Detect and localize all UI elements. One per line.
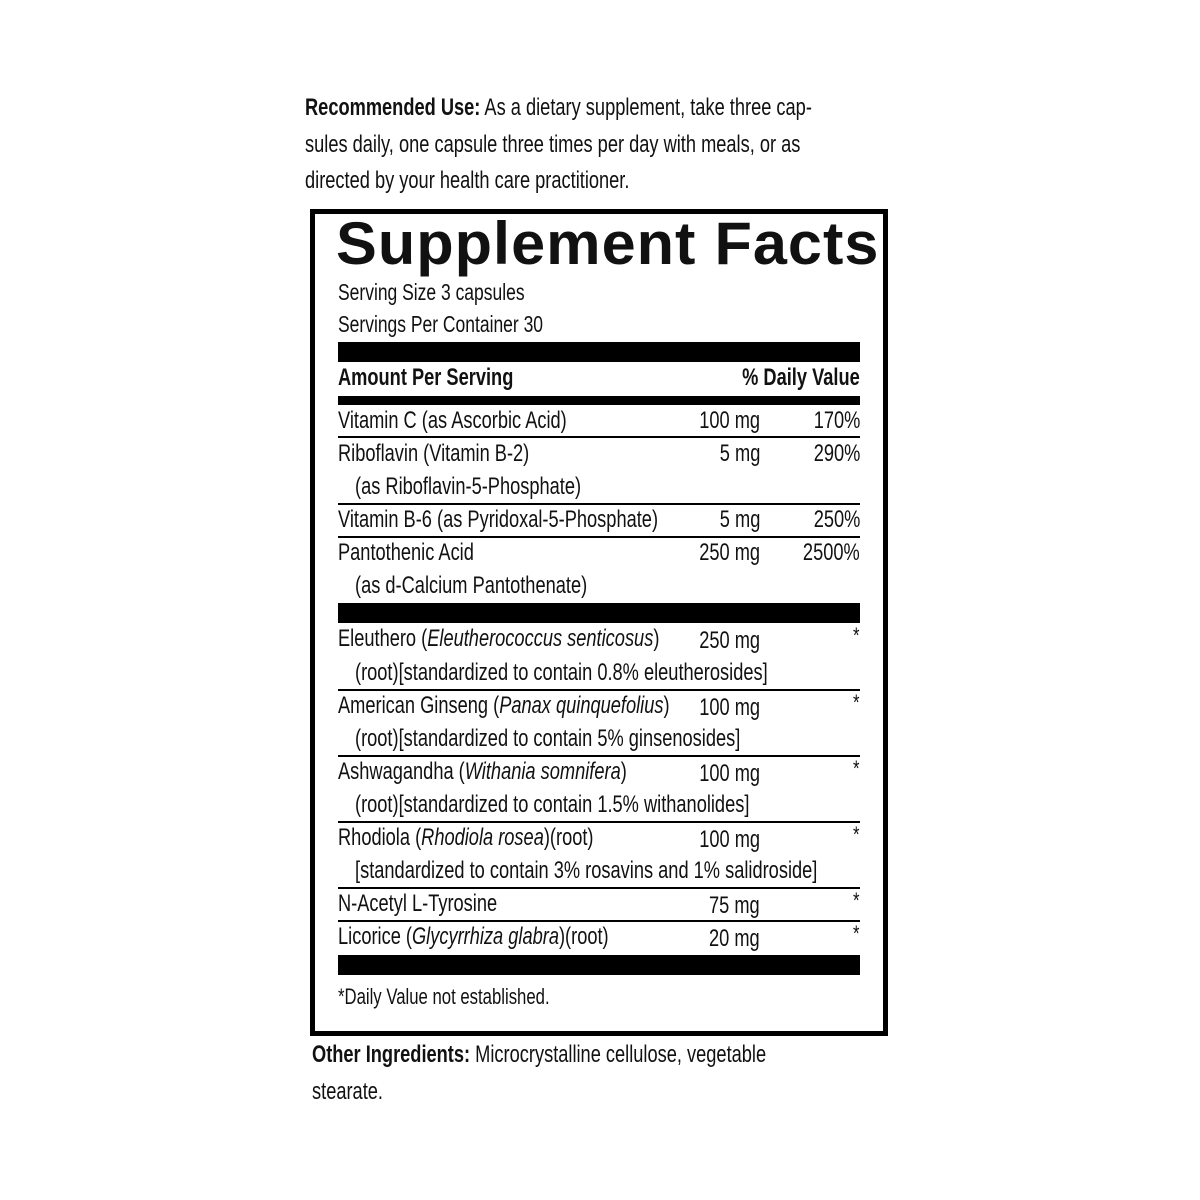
nutrient-amount: 5 mg [719, 506, 760, 533]
nutrient-amount: 250 mg [699, 539, 760, 566]
ingredient-amount: 20 mg [709, 925, 760, 952]
ingredient-amount: 100 mg [699, 760, 760, 787]
nutrient-name: Riboflavin (Vitamin B-2) [338, 440, 530, 467]
ingredient-standardization: (root)[standardized to contain 5% ginsen… [355, 725, 741, 752]
other-ingredients-line-2: stearate. [312, 1078, 383, 1105]
ingredient-standardization: (root)[standardized to contain 0.8% eleu… [355, 659, 768, 686]
servings-per-container: Servings Per Container 30 [338, 311, 544, 337]
nutrient-source: (as Riboflavin-5-Phosphate) [355, 473, 582, 500]
row-divider [338, 920, 860, 922]
divider-bar [338, 955, 860, 975]
ingredient-dv: * [853, 888, 860, 913]
ingredient-dv: * [853, 623, 860, 648]
ingredient-dv: * [853, 822, 860, 847]
recommended-use-line-2: sules daily, one capsule three times per… [305, 131, 801, 158]
nutrient-name: Vitamin C (as Ascorbic Acid) [338, 407, 567, 434]
row-divider [338, 755, 860, 757]
ingredient-name: Ashwagandha (Withania somnifera) [338, 758, 627, 785]
nutrient-dv: 250% [813, 506, 860, 533]
nutrient-name: Vitamin B-6 (as Pyridoxal-5-Phosphate) [338, 506, 659, 533]
nutrient-amount: 5 mg [719, 440, 760, 467]
nutrient-source: (as d-Calcium Pantothenate) [355, 572, 588, 599]
ingredient-dv: * [853, 756, 860, 781]
nutrient-amount: 100 mg [699, 407, 760, 434]
ingredient-name: Licorice (Glycyrrhiza glabra)(root) [338, 923, 609, 950]
ingredient-amount: 100 mg [699, 826, 760, 853]
recommended-use-line-1: Recommended Use: As a dietary supplement… [305, 94, 812, 122]
nutrient-name: Pantothenic Acid [338, 539, 474, 566]
ingredient-name: American Ginseng (Panax quinquefolius) [338, 692, 670, 719]
footnote: *Daily Value not established. [338, 984, 550, 1009]
ingredient-name: Eleuthero (Eleutherococcus senticosus) [338, 625, 660, 652]
other-ingredients-line-1: Other Ingredients: Microcrystalline cell… [312, 1041, 766, 1069]
ingredient-standardization: (root)[standardized to contain 1.5% with… [355, 791, 750, 818]
nutrient-dv: 290% [813, 440, 860, 467]
row-divider [338, 689, 860, 691]
nutrient-dv: 170% [813, 407, 860, 434]
divider-bar [338, 396, 860, 405]
other-ingredients-text: Microcrystalline cellulose, vegetable [470, 1041, 767, 1068]
row-divider [338, 503, 860, 505]
panel-title: Supplement Facts [336, 210, 880, 277]
recommended-use-line-3: directed by your health care practitione… [305, 167, 630, 194]
row-divider [338, 887, 860, 889]
supplement-facts-panel [310, 209, 888, 1036]
ingredient-dv: * [853, 921, 860, 946]
ingredient-standardization: [standardized to contain 3% rosavins and… [355, 857, 818, 884]
ingredient-dv: * [853, 690, 860, 715]
other-ingredients-label: Other Ingredients: [312, 1041, 471, 1068]
row-divider [338, 821, 860, 823]
ingredient-name: N-Acetyl L-Tyrosine [338, 890, 498, 917]
ingredient-amount: 75 mg [709, 892, 760, 919]
row-divider [338, 436, 860, 438]
recommended-use-label: Recommended Use: [305, 94, 481, 121]
header-amount: Amount Per Serving [338, 364, 514, 391]
ingredient-amount: 250 mg [699, 627, 760, 654]
divider-bar [338, 603, 860, 623]
recommended-use-text: As a dietary supplement, take three cap- [480, 94, 812, 121]
nutrient-dv: 2500% [803, 539, 860, 566]
ingredient-amount: 100 mg [699, 694, 760, 721]
divider-bar [338, 342, 860, 362]
ingredient-name: Rhodiola (Rhodiola rosea)(root) [338, 824, 594, 851]
serving-size: Serving Size 3 capsules [338, 279, 525, 305]
row-divider [338, 536, 860, 538]
header-daily-value: % Daily Value [742, 364, 860, 391]
